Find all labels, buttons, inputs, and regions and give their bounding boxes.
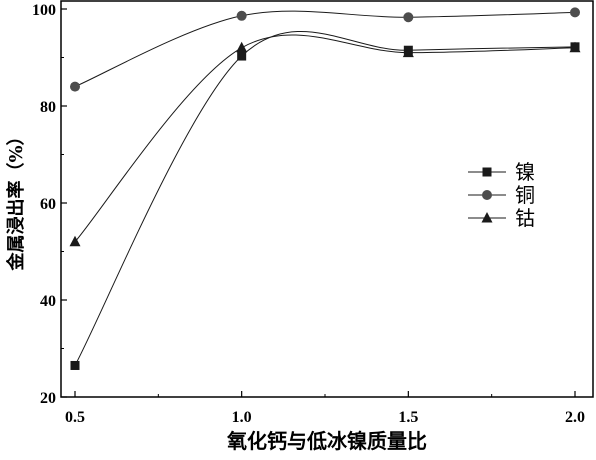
x-tick-label: 1.5: [398, 409, 418, 426]
x-axis-title: 氧化钙与低冰镍质量比: [226, 429, 427, 453]
legend-label: 铜: [515, 183, 535, 207]
series-2: [70, 7, 580, 92]
plot-frame: [60, 0, 594, 398]
data-point: [237, 51, 247, 61]
legend-label: 钴: [515, 206, 535, 230]
y-tick-label: 100: [32, 2, 56, 19]
series-line: [74, 31, 576, 366]
x-tick-label: 0.5: [65, 409, 85, 426]
legend-item: 铜: [468, 183, 535, 207]
x-tick-label: 2.0: [565, 409, 585, 426]
series-line: [74, 34, 576, 243]
x-tick-label: 1.0: [232, 409, 252, 426]
data-point: [236, 10, 247, 21]
series-1: [70, 31, 580, 370]
axis-ticks: [61, 8, 576, 398]
data-point: [569, 41, 581, 53]
y-tick-label: 40: [40, 293, 56, 310]
series-3: [69, 34, 581, 247]
data-point: [570, 7, 580, 18]
data-point: [402, 46, 414, 58]
legend-item: 钴: [468, 206, 535, 230]
y-tick-label: 20: [40, 390, 56, 407]
series-layer: [69, 7, 581, 370]
legend-label: 镍: [515, 160, 535, 184]
data-point: [70, 360, 80, 370]
legend-marker: [482, 190, 492, 200]
data-point: [69, 235, 81, 247]
legend-marker: [482, 167, 492, 177]
y-tick-label: 60: [40, 196, 56, 213]
series-line: [74, 10, 576, 88]
data-point: [236, 41, 248, 53]
y-tick-label: 80: [40, 99, 56, 116]
y-axis-title: 金属浸出率（%）: [5, 127, 27, 271]
legend-marker: [481, 212, 493, 223]
legend: 镍铜钴: [468, 160, 535, 230]
axis-tick-labels: 0.5 1.0 1.5 2.0 20 40 60 80 100: [32, 2, 585, 426]
data-point: [70, 81, 80, 92]
data-point: [403, 12, 414, 23]
legend-item: 镍: [468, 160, 535, 184]
